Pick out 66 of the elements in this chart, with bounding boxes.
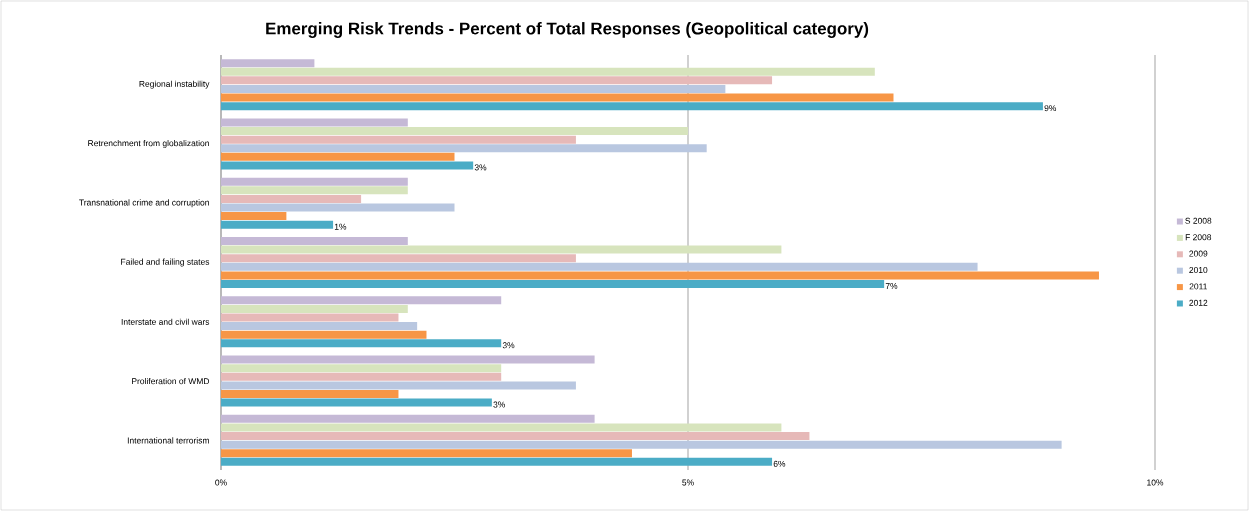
bar [221, 118, 408, 127]
legend-label: 2011 [1189, 283, 1207, 290]
y-tick-label: Proliferation of WMD [132, 377, 210, 385]
y-tick-label: Regional instability [139, 80, 210, 89]
bar [221, 432, 810, 441]
bar [221, 304, 408, 313]
bar [221, 254, 576, 263]
bar [221, 102, 1043, 111]
bar [221, 330, 427, 339]
bar [221, 135, 576, 144]
data-label: 1% [334, 223, 347, 230]
bar [221, 177, 408, 186]
bar [221, 280, 885, 288]
bar [221, 271, 1099, 280]
bar [221, 414, 595, 423]
bar [221, 355, 595, 364]
bar [221, 440, 1062, 449]
bar [221, 84, 726, 93]
y-tick-label: Transnational crime and corruption [79, 199, 209, 208]
bar [221, 381, 576, 390]
bar [221, 372, 502, 381]
bar [221, 262, 978, 271]
bar [221, 212, 287, 221]
legend-label: 2012 [1189, 299, 1208, 306]
legend-label: F 2008 [1185, 234, 1212, 241]
y-tick-label: Failed and failing states [121, 258, 210, 267]
y-tick-label: Retrenchment from globalization [88, 139, 209, 148]
bar [221, 220, 334, 229]
data-label: 3% [502, 342, 515, 349]
x-tick-label: 5% [682, 479, 694, 486]
bar [221, 127, 689, 136]
legend-label: S 2008 [1185, 217, 1212, 224]
bar [221, 161, 474, 170]
data-label: 7% [885, 283, 898, 289]
legend-label: 2010 [1189, 267, 1208, 273]
data-label: 3% [493, 401, 506, 408]
bar [221, 93, 894, 102]
data-label: 6% [773, 460, 786, 467]
bar [221, 245, 782, 254]
bar [221, 76, 773, 85]
bar [221, 364, 502, 373]
chart-title: Emerging Risk Trends - Percent of Total Responses (Geopolitical category) [266, 22, 869, 38]
bar [221, 194, 362, 203]
bar [221, 449, 632, 458]
x-tick-label: 10% [1147, 479, 1164, 486]
bar [221, 457, 773, 466]
x-tick-label: 0% [215, 479, 227, 486]
bar [221, 59, 315, 68]
bar [221, 423, 782, 432]
bar [221, 313, 399, 322]
bar [221, 389, 399, 398]
bar [221, 152, 455, 161]
data-label: 9% [1044, 105, 1057, 112]
bar [221, 186, 408, 195]
bar [221, 339, 502, 348]
legend-label: 2009 [1189, 250, 1208, 257]
data-label: 3% [474, 164, 487, 171]
bar [221, 322, 418, 331]
bar [221, 296, 502, 305]
bar [221, 67, 875, 76]
y-tick-label: Interstate and civil wars [121, 318, 210, 325]
y-tick-label: International terrorism [127, 437, 209, 444]
bar [221, 237, 408, 245]
bar [221, 203, 455, 212]
bar [221, 398, 492, 407]
bar [221, 144, 707, 153]
